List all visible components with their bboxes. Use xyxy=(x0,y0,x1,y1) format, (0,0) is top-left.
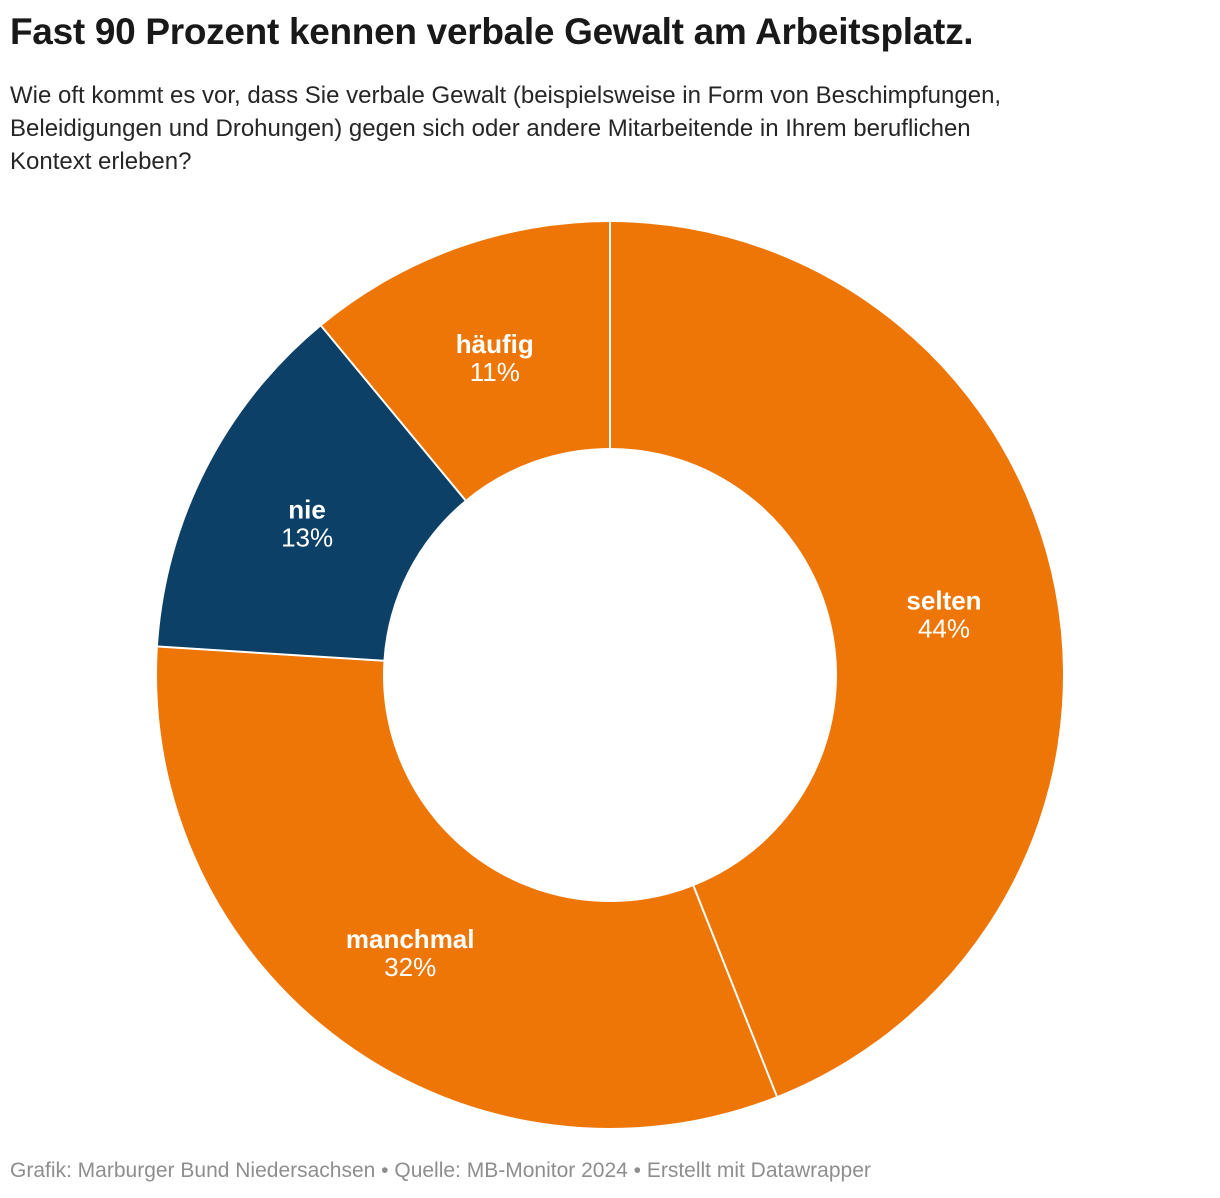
donut-segment-selten[interactable] xyxy=(610,222,1064,1097)
chart-footer: Grafik: Marburger Bund Niedersachsen • Q… xyxy=(10,1158,871,1184)
chart-subtitle: Wie oft kommt es vor, dass Sie verbale G… xyxy=(10,79,1210,178)
donut-segment-haeufig[interactable] xyxy=(321,222,610,501)
segment-divider xyxy=(320,325,467,501)
subtitle-line: Wie oft kommt es vor, dass Sie verbale G… xyxy=(10,82,1002,109)
segment-label: selten xyxy=(906,585,981,615)
donut-segment-manchmal[interactable] xyxy=(156,646,777,1129)
segment-label: manchmal xyxy=(346,924,475,954)
attribution-text: Grafik: Marburger Bund Niedersachsen • Q… xyxy=(10,1159,871,1182)
segment-value: 32% xyxy=(384,952,436,982)
segment-value: 11% xyxy=(470,357,520,387)
subtitle-line: Kontext erleben? xyxy=(10,148,192,175)
segment-divider xyxy=(692,885,778,1097)
segment-label: häufig xyxy=(456,329,534,359)
segment-value: 44% xyxy=(918,613,970,643)
segment-label: nie xyxy=(288,495,326,525)
segment-divider xyxy=(157,645,384,662)
chart-header: Fast 90 Prozent kennen verbale Gewalt am… xyxy=(10,0,1210,178)
chart-title: Fast 90 Prozent kennen verbale Gewalt am… xyxy=(10,11,974,52)
donut-segment-nie[interactable] xyxy=(157,325,466,661)
subtitle-line: Beleidigungen und Drohungen) gegen sich … xyxy=(10,115,971,142)
segment-value: 13% xyxy=(281,523,333,553)
